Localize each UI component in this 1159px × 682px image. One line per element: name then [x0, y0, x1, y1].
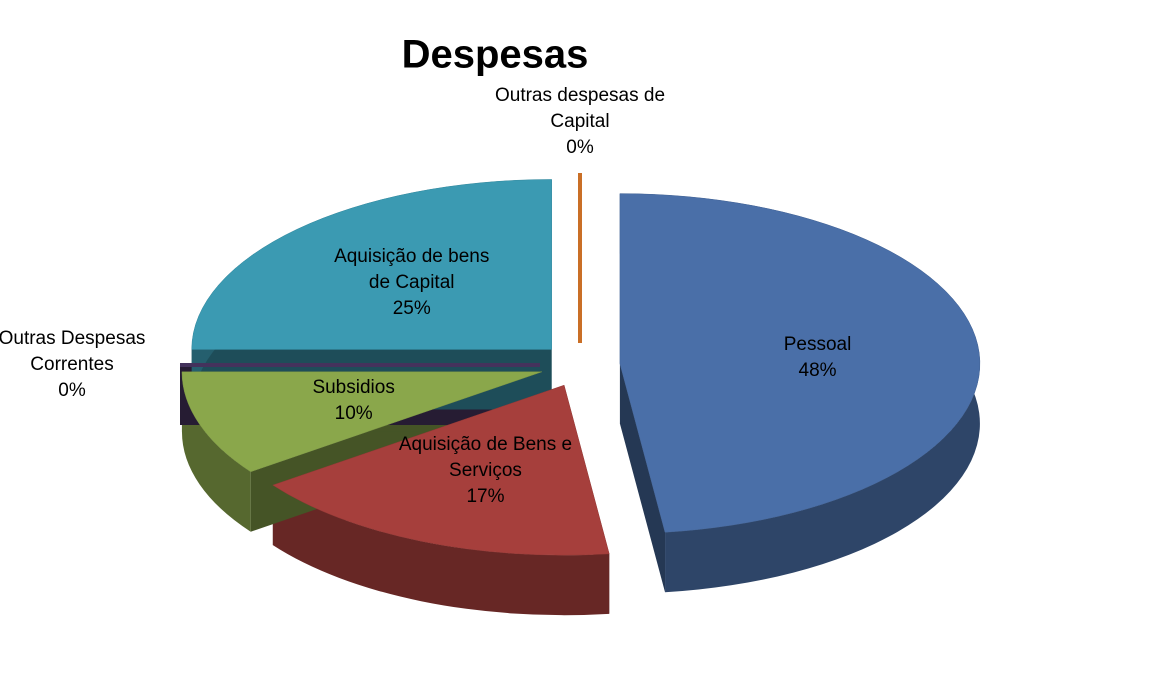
category-label: Aquisição de bens de Capital — [322, 244, 502, 296]
chart-title: Despesas — [402, 33, 589, 78]
value-label: 10% — [264, 401, 444, 427]
category-label: Outras Despesas Correntes — [0, 326, 162, 378]
value-label: 48% — [728, 358, 908, 384]
value-label: 25% — [322, 296, 502, 322]
chart: Despesas Pessoal48% Aquisição de Bens e S… — [0, 0, 1159, 682]
value-label: 0% — [0, 378, 162, 404]
category-label: Outras despesas de Capital — [490, 83, 670, 135]
category-label: Aquisição de Bens e Serviços — [395, 432, 575, 484]
category-label: Pessoal — [728, 332, 908, 358]
category-label: Subsidios — [264, 375, 444, 401]
value-label: 17% — [395, 484, 575, 510]
value-label: 0% — [490, 135, 670, 161]
